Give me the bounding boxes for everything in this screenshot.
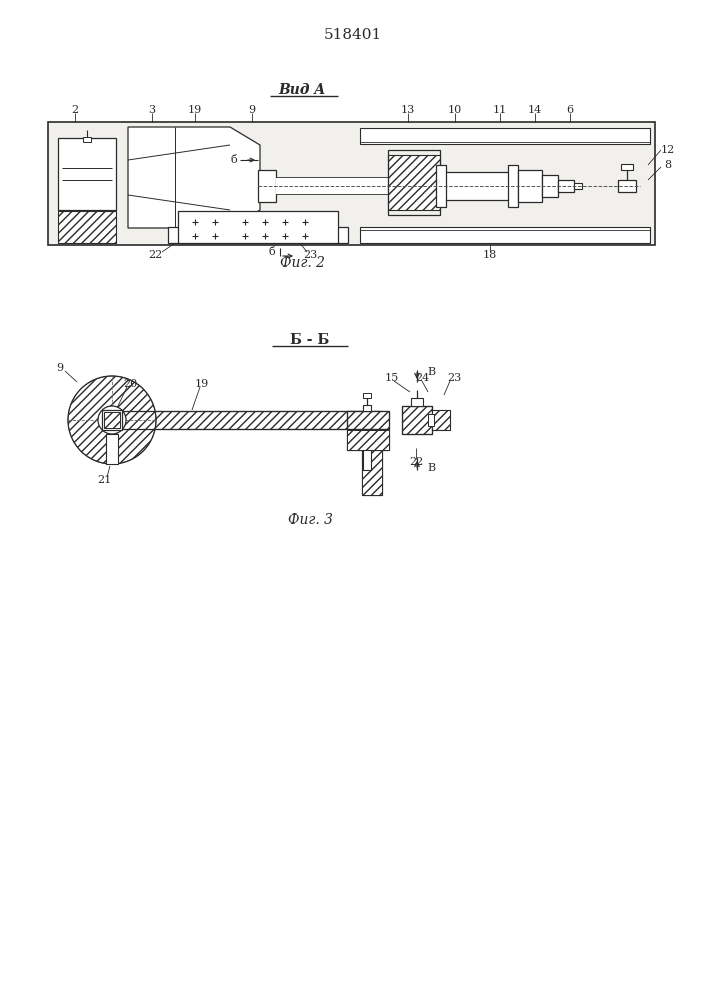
Text: 22: 22 <box>409 457 423 467</box>
Bar <box>440 172 510 200</box>
Text: Б - Б: Б - Б <box>291 333 329 347</box>
Bar <box>347 411 389 429</box>
Bar <box>178 211 338 243</box>
Text: 23: 23 <box>303 250 317 260</box>
Text: 9: 9 <box>248 105 255 115</box>
Text: 23: 23 <box>447 373 461 383</box>
Bar <box>402 406 432 434</box>
Bar <box>258 170 276 202</box>
Bar <box>518 170 542 202</box>
Text: 518401: 518401 <box>324 28 382 42</box>
Bar <box>347 430 389 450</box>
Bar <box>83 137 91 142</box>
Bar <box>347 430 389 450</box>
Text: 9: 9 <box>57 363 64 373</box>
Bar <box>508 165 518 207</box>
Text: 8: 8 <box>665 160 672 170</box>
Text: Вид A: Вид A <box>279 83 325 97</box>
Bar <box>347 411 389 429</box>
Bar <box>104 412 120 428</box>
Text: 19: 19 <box>188 105 202 115</box>
Bar <box>432 410 450 430</box>
Text: B: B <box>427 367 435 377</box>
Bar <box>362 411 382 495</box>
Text: 19: 19 <box>195 379 209 389</box>
Text: 18: 18 <box>483 250 497 260</box>
Bar <box>363 393 371 398</box>
Text: Фиг. 3: Фиг. 3 <box>288 513 332 527</box>
Bar <box>388 155 440 210</box>
Text: 24: 24 <box>415 373 429 383</box>
Text: 15: 15 <box>385 373 399 383</box>
Bar <box>436 165 446 207</box>
Bar <box>574 183 582 189</box>
Bar <box>58 138 116 210</box>
Bar <box>362 411 382 495</box>
Bar <box>432 410 450 430</box>
Bar <box>360 128 650 144</box>
Bar <box>542 175 558 197</box>
Text: Фиг. 2: Фиг. 2 <box>279 256 325 270</box>
Circle shape <box>68 376 156 464</box>
Bar <box>618 180 636 192</box>
Bar <box>558 180 574 192</box>
Bar <box>58 211 116 243</box>
Text: 6: 6 <box>566 105 573 115</box>
Text: 2: 2 <box>71 105 78 115</box>
Text: 22: 22 <box>148 250 162 260</box>
Bar <box>106 434 118 464</box>
Bar <box>122 411 362 429</box>
Bar <box>276 178 390 194</box>
Text: 14: 14 <box>528 105 542 115</box>
Text: 3: 3 <box>148 105 156 115</box>
Bar <box>102 410 122 430</box>
Bar <box>411 398 423 406</box>
Text: 20: 20 <box>123 379 137 389</box>
Bar <box>122 411 362 429</box>
Text: 13: 13 <box>401 105 415 115</box>
Text: 11: 11 <box>493 105 507 115</box>
Bar <box>428 414 434 426</box>
Polygon shape <box>128 127 260 228</box>
Circle shape <box>98 406 126 434</box>
Bar <box>168 227 348 243</box>
Text: B: B <box>427 463 435 473</box>
Text: б: б <box>230 155 238 165</box>
Bar <box>363 405 371 411</box>
Text: 21: 21 <box>97 475 111 485</box>
Bar <box>48 122 655 245</box>
Bar <box>360 227 650 243</box>
Bar <box>388 150 440 215</box>
Bar <box>363 450 371 470</box>
Text: 10: 10 <box>448 105 462 115</box>
Text: 12: 12 <box>661 145 675 155</box>
Bar <box>402 406 432 434</box>
Text: б: б <box>269 247 275 257</box>
Bar <box>621 164 633 170</box>
